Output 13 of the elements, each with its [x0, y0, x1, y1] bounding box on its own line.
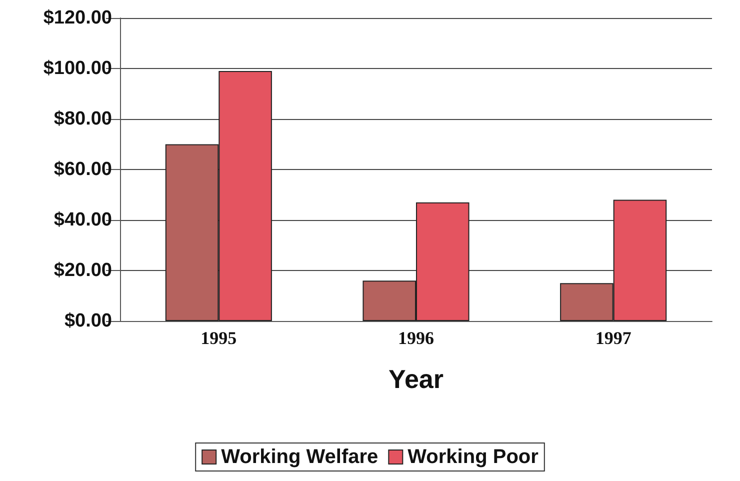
y-tick-label: $120.00: [43, 8, 112, 28]
y-tick-label: $20.00: [54, 260, 112, 281]
y-tick-label: $0.00: [64, 310, 112, 332]
x-axis-title: Year: [388, 364, 444, 394]
x-tick-label: 1997: [595, 328, 632, 348]
x-tick-label: 1996: [398, 328, 434, 348]
y-tick-label: $40.00: [54, 210, 112, 230]
legend-label: Working Welfare: [221, 446, 378, 468]
x-tick-label: 1995: [200, 328, 237, 348]
y-tick-label: $80.00: [54, 108, 112, 130]
legend-label: Working Poor: [408, 446, 539, 468]
y-tick-label: $100.00: [43, 58, 112, 79]
y-tick-label: $60.00: [54, 159, 112, 180]
